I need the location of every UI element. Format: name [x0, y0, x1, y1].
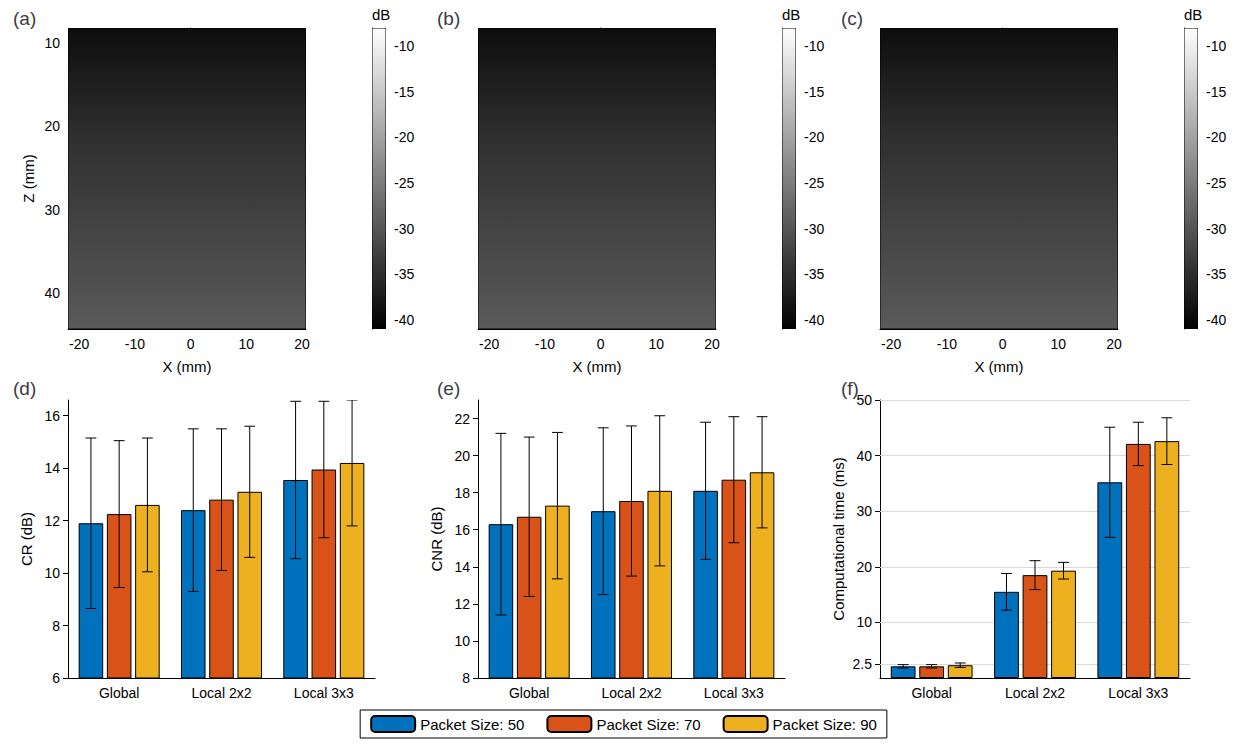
svg-text:30: 30 — [44, 202, 60, 218]
svg-text:(d): (d) — [13, 378, 36, 399]
svg-text:Local 3x3: Local 3x3 — [1108, 685, 1168, 701]
svg-text:10: 10 — [1051, 336, 1067, 352]
svg-text:0: 0 — [597, 336, 605, 352]
svg-text:X (mm): X (mm) — [162, 358, 211, 375]
svg-text:8: 8 — [52, 618, 60, 634]
svg-text:(e): (e) — [437, 378, 460, 399]
svg-text:10: 10 — [44, 565, 60, 581]
svg-text:Packet Size: 70: Packet Size: 70 — [596, 716, 700, 733]
svg-text:-35: -35 — [804, 266, 824, 282]
svg-text:-15: -15 — [804, 84, 824, 100]
svg-text:dB: dB — [1184, 6, 1202, 23]
svg-text:(a): (a) — [13, 8, 36, 29]
svg-text:-20: -20 — [1206, 129, 1226, 145]
svg-text:-20: -20 — [881, 336, 901, 352]
svg-text:50: 50 — [856, 392, 872, 408]
svg-text:-20: -20 — [394, 129, 414, 145]
svg-text:Local 3x3: Local 3x3 — [704, 685, 764, 701]
svg-text:Global: Global — [509, 685, 549, 701]
svg-text:40: 40 — [44, 285, 60, 301]
svg-text:6: 6 — [52, 670, 60, 686]
svg-text:-20: -20 — [479, 336, 499, 352]
svg-text:-10: -10 — [1206, 38, 1226, 54]
svg-text:-30: -30 — [1206, 221, 1226, 237]
svg-text:-10: -10 — [125, 336, 145, 352]
svg-text:Packet Size: 50: Packet Size: 50 — [420, 716, 524, 733]
svg-text:-25: -25 — [394, 175, 414, 191]
svg-text:10: 10 — [856, 614, 872, 630]
svg-text:Global: Global — [99, 685, 139, 701]
svg-text:-15: -15 — [1206, 84, 1226, 100]
svg-text:-10: -10 — [394, 38, 414, 54]
svg-text:(c): (c) — [841, 8, 863, 29]
svg-text:Computational time (ms): Computational time (ms) — [830, 457, 847, 620]
svg-text:-35: -35 — [394, 266, 414, 282]
svg-text:-20: -20 — [804, 129, 824, 145]
svg-text:X (mm): X (mm) — [572, 358, 621, 375]
svg-text:-30: -30 — [804, 221, 824, 237]
svg-text:Local 2x2: Local 2x2 — [1005, 685, 1065, 701]
svg-text:-10: -10 — [804, 38, 824, 54]
svg-text:12: 12 — [454, 596, 470, 612]
svg-text:20: 20 — [856, 559, 872, 575]
svg-text:10: 10 — [649, 336, 665, 352]
svg-text:-40: -40 — [1206, 312, 1226, 328]
svg-text:Global: Global — [911, 685, 951, 701]
svg-text:20: 20 — [454, 448, 470, 464]
svg-text:-25: -25 — [1206, 175, 1226, 191]
svg-text:Local 2x2: Local 2x2 — [192, 685, 252, 701]
svg-text:40: 40 — [856, 448, 872, 464]
svg-text:16: 16 — [44, 408, 60, 424]
svg-text:20: 20 — [1106, 336, 1122, 352]
svg-text:0: 0 — [999, 336, 1007, 352]
svg-text:-35: -35 — [1206, 266, 1226, 282]
svg-text:dB: dB — [372, 6, 390, 23]
svg-text:-40: -40 — [804, 312, 824, 328]
svg-text:10: 10 — [239, 336, 255, 352]
svg-text:20: 20 — [294, 336, 310, 352]
svg-text:22: 22 — [454, 411, 470, 427]
svg-text:20: 20 — [44, 118, 60, 134]
svg-text:10: 10 — [454, 633, 470, 649]
svg-text:16: 16 — [454, 522, 470, 538]
svg-text:12: 12 — [44, 513, 60, 529]
svg-text:CNR (dB): CNR (dB) — [428, 506, 445, 571]
svg-text:-30: -30 — [394, 221, 414, 237]
svg-text:-20: -20 — [69, 336, 89, 352]
svg-text:-10: -10 — [937, 336, 957, 352]
svg-text:Local 2x2: Local 2x2 — [602, 685, 662, 701]
svg-text:CR (dB): CR (dB) — [18, 512, 35, 566]
svg-text:(f): (f) — [841, 378, 859, 399]
svg-text:Local 3x3: Local 3x3 — [294, 685, 354, 701]
svg-text:X (mm): X (mm) — [974, 358, 1023, 375]
svg-text:10: 10 — [44, 35, 60, 51]
svg-text:dB: dB — [782, 6, 800, 23]
svg-text:8: 8 — [462, 670, 470, 686]
svg-text:14: 14 — [454, 559, 470, 575]
svg-text:14: 14 — [44, 460, 60, 476]
svg-text:20: 20 — [704, 336, 720, 352]
svg-text:(b): (b) — [437, 8, 460, 29]
svg-text:2.5: 2.5 — [853, 656, 873, 672]
svg-text:-15: -15 — [394, 84, 414, 100]
svg-text:Packet Size: 90: Packet Size: 90 — [773, 716, 877, 733]
svg-text:-10: -10 — [535, 336, 555, 352]
svg-text:-40: -40 — [394, 312, 414, 328]
svg-text:0: 0 — [187, 336, 195, 352]
svg-text:-25: -25 — [804, 175, 824, 191]
svg-text:18: 18 — [454, 485, 470, 501]
svg-text:30: 30 — [856, 503, 872, 519]
svg-text:Z (mm): Z (mm) — [20, 154, 37, 202]
